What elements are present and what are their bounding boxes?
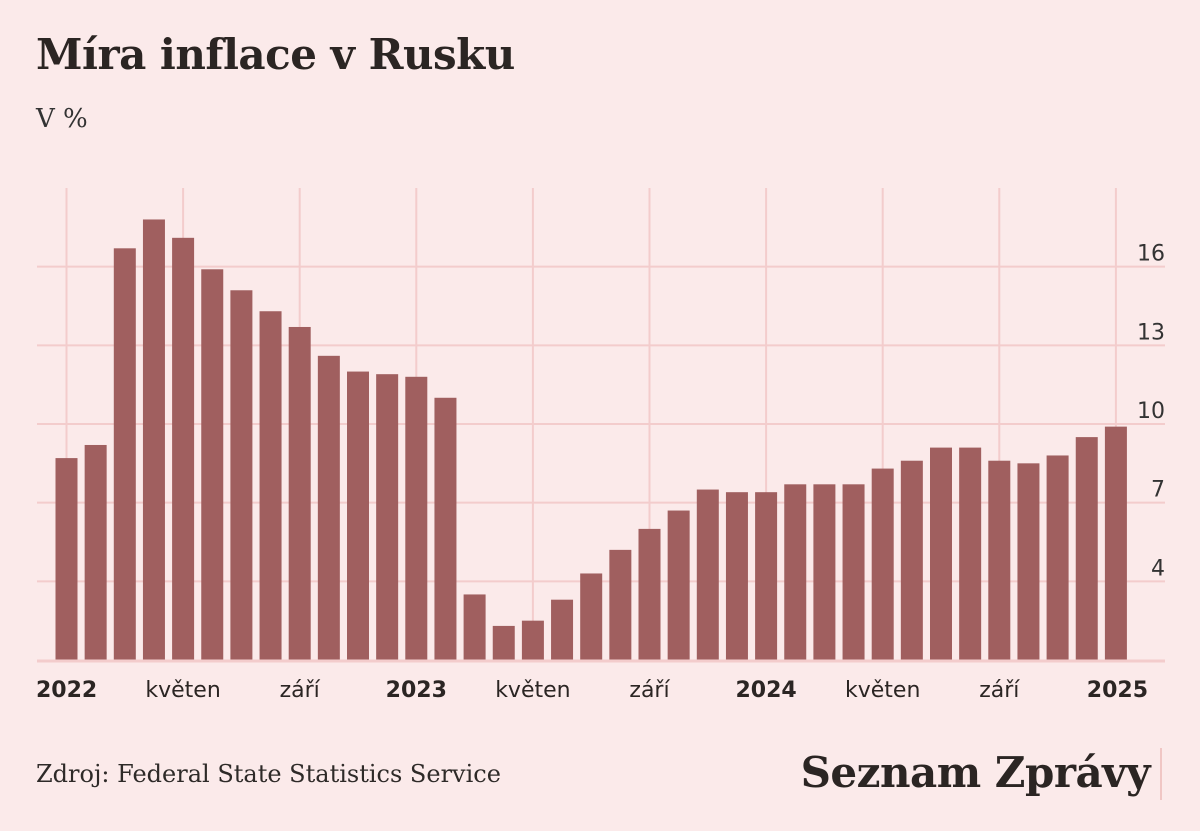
x-tick-label-28: květen (845, 678, 920, 703)
source-note: Zdroj: Federal State Statistics Service (36, 760, 501, 788)
bar-8 (288, 326, 311, 660)
chart-subtitle: V % (36, 104, 88, 134)
bar-35 (1075, 437, 1098, 660)
bar-30 (930, 447, 952, 660)
bar-33 (1017, 463, 1040, 660)
bar-17 (551, 599, 574, 660)
bar-28 (871, 468, 894, 660)
bar-29 (900, 460, 923, 660)
bar-11 (376, 374, 399, 660)
chart-title: Míra inflace v Rusku (36, 30, 515, 79)
bar-31 (959, 447, 982, 660)
bar-25 (784, 484, 807, 660)
bar-26 (813, 484, 836, 660)
x-tick-label-0: 2022 (36, 678, 97, 703)
x-tick-label-36: 2025 (1087, 678, 1148, 703)
bar-4 (172, 237, 195, 661)
bar-2 (113, 248, 136, 661)
bar-16 (521, 620, 544, 660)
y-tick-label-16: 16 (1137, 242, 1165, 267)
brand-logo: Seznam Zprávy (800, 748, 1151, 797)
bar-3 (142, 219, 165, 660)
bar-13 (434, 397, 457, 660)
y-tick-label-4: 4 (1151, 556, 1165, 581)
bar-12 (405, 376, 428, 660)
bar-23 (725, 492, 748, 660)
bar-22 (696, 489, 719, 660)
bar-21 (667, 510, 690, 660)
bar-34 (1046, 455, 1069, 660)
x-tick-label-12: 2023 (386, 678, 447, 703)
bar-7 (259, 311, 282, 660)
x-tick-label-16: květen (495, 678, 570, 703)
bar-6 (230, 290, 253, 660)
y-tick-label-13: 13 (1137, 320, 1165, 345)
x-axis-ticks: 2022 květen září 2023 květen září 2024 květen zá… (36, 678, 1148, 703)
x-tick-label-32: září (979, 678, 1020, 703)
bar-18 (580, 573, 603, 660)
x-tick-label-4: květen (145, 678, 220, 703)
bar-5 (201, 269, 224, 660)
bar-32 (988, 460, 1011, 660)
bar-0 (55, 458, 78, 660)
bar-10 (347, 371, 369, 660)
y-tick-label-7: 7 (1151, 478, 1165, 503)
bar-20 (638, 528, 661, 660)
bars (55, 219, 1127, 661)
y-tick-label-10: 10 (1137, 399, 1165, 424)
x-tick-label-8: září (280, 678, 321, 703)
bar-9 (317, 355, 340, 660)
bar-19 (609, 549, 632, 660)
x-tick-label-24: 2024 (735, 678, 796, 703)
bar-24 (755, 492, 778, 660)
x-tick-label-20: září (629, 678, 670, 703)
bar-36 (1104, 426, 1127, 660)
brand-divider (1160, 748, 1162, 800)
bar-27 (842, 484, 865, 660)
bar-1 (84, 444, 107, 660)
bar-14 (463, 594, 486, 660)
bar-15 (492, 625, 515, 660)
y-axis-ticks: 4 7 10 13 16 (1137, 242, 1165, 582)
